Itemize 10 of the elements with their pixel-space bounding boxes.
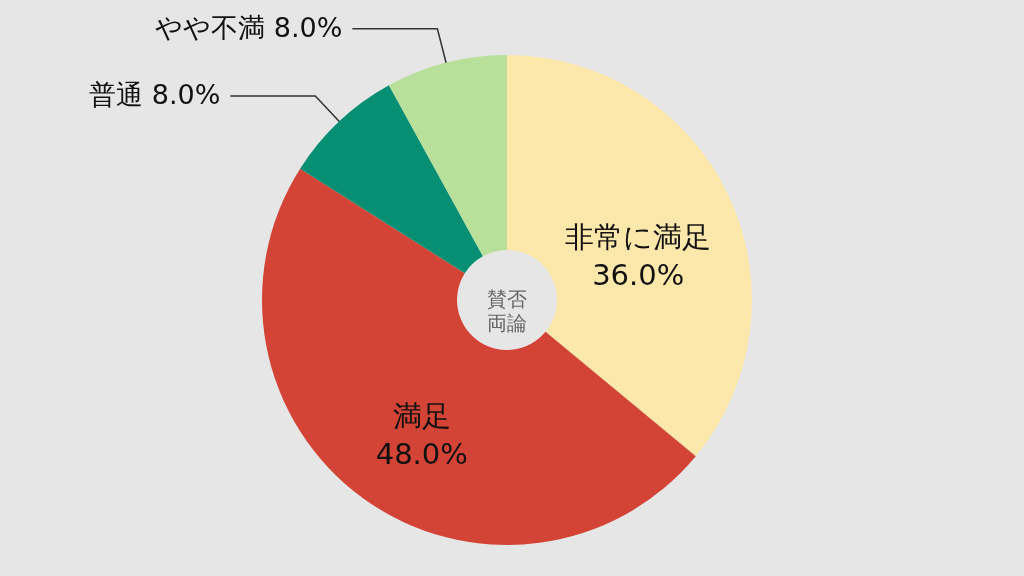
donut-slice: [300, 85, 483, 274]
donut-slice: [507, 55, 752, 457]
text: 賛否両論: [487, 287, 527, 335]
slice-label: 満足: [392, 399, 451, 434]
slice-label: 非常に満足: [565, 220, 712, 255]
data-label: 36.0%: [592, 258, 685, 293]
slice-label: やや不満 8.0%: [155, 11, 343, 43]
slice-label: 普通 8.0%: [89, 78, 221, 110]
data-label: 48.0%: [375, 437, 468, 472]
donut-slice: [388, 55, 507, 257]
